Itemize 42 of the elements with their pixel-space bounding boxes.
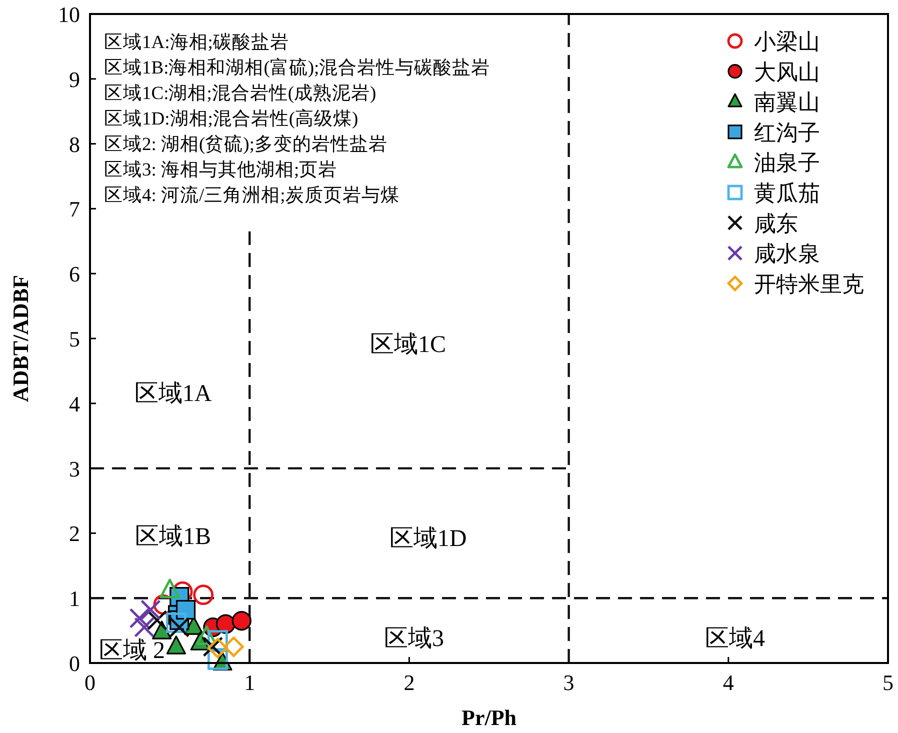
y-tick-label: 2 — [69, 521, 80, 546]
annotation: 区域1C — [370, 332, 446, 358]
annotation: 区域2: 湖相(贫硫);多变的岩性盐岩 — [104, 133, 388, 155]
x-axis-title: Pr/Ph — [462, 705, 516, 730]
x-tick-label: 1 — [244, 670, 256, 695]
annotation: 区域1A:海相;碳酸盐岩 — [104, 32, 289, 53]
x-tick-label: 4 — [722, 670, 734, 695]
x-tick-label: 5 — [882, 670, 894, 695]
legend-label: 大风山 — [754, 59, 820, 84]
annotation: 区域4: 河流/三角洲相;炭质页岩与煤 — [104, 184, 400, 206]
y-axis-title: ADBT/ADBF — [8, 274, 33, 402]
y-tick-label: 4 — [69, 391, 80, 416]
annotation: 区域 2 — [99, 638, 165, 664]
legend-label: 咸水泉 — [754, 241, 820, 266]
legend-label: 黄瓜茄 — [754, 180, 820, 206]
annotation: 区域1D — [389, 526, 467, 552]
annotation: 区域3: 海相与其他湖相;页岩 — [104, 160, 338, 180]
legend-label: 小梁山 — [754, 29, 820, 54]
legend-label: 咸东 — [754, 210, 798, 236]
y-tick-label: 9 — [69, 66, 80, 92]
annotation: 区域1B — [134, 524, 212, 550]
annotation: 区域1D:湖相;混合岩性(高级煤) — [104, 108, 358, 130]
legend-label: 油泉子 — [754, 150, 820, 176]
y-tick-label: 1 — [69, 586, 80, 612]
y-tick-label: 7 — [69, 196, 80, 222]
x-tick-label: 2 — [404, 670, 415, 695]
legend-label: 红沟子 — [754, 120, 820, 145]
annotation: 区域1A — [134, 381, 212, 407]
y-tick-label: 6 — [69, 262, 80, 287]
y-tick-label: 10 — [58, 2, 80, 27]
x-tick-label: 0 — [84, 670, 96, 695]
annotation: 区域1C:湖相;混合岩性(成熟泥岩) — [104, 83, 376, 104]
annotation: 区域3 — [384, 626, 444, 652]
y-tick-label: 5 — [69, 326, 80, 352]
y-tick-label: 8 — [69, 132, 80, 157]
annotation: 区域4 — [705, 626, 765, 652]
legend-label: 开特米里克 — [754, 271, 864, 296]
y-tick-label: 0 — [69, 651, 80, 676]
annotation: 区域1B:海相和湖相(富硫);混合岩性与碳酸盐岩 — [104, 56, 490, 78]
legend-label: 南翼山 — [754, 90, 820, 115]
y-tick-label: 3 — [69, 456, 80, 482]
x-tick-label: 3 — [563, 670, 574, 695]
